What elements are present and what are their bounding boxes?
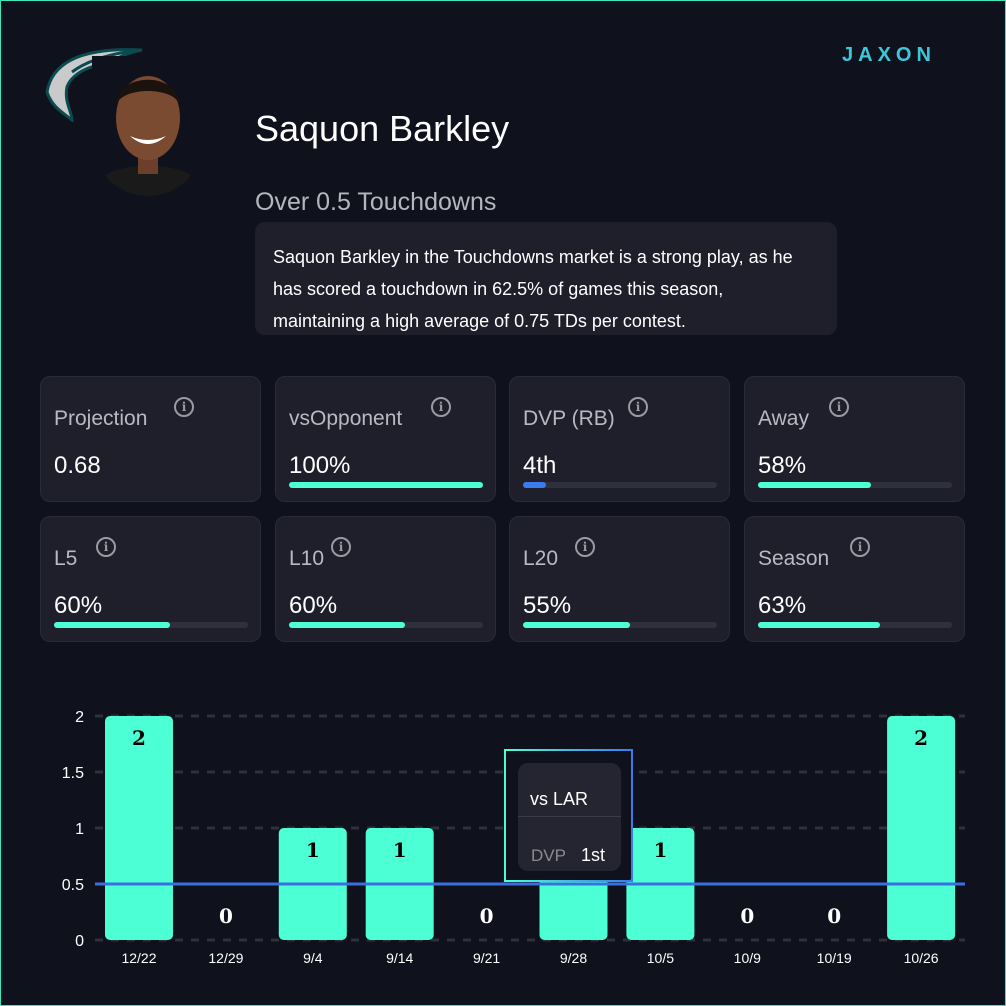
stat-card-season: Season i 63%: [744, 516, 965, 642]
info-icon[interactable]: i: [628, 397, 648, 417]
stat-card-l10: L10 i 60%: [275, 516, 496, 642]
x-tick-label: 9/14: [386, 950, 413, 966]
bar-value-label: 1: [306, 838, 320, 862]
tooltip-dvp-value: 1st: [581, 845, 606, 865]
x-tick-label: 9/4: [303, 950, 323, 966]
x-tick-label: 9/21: [473, 950, 500, 966]
stat-card-away: Away i 58%: [744, 376, 965, 502]
stat-label: Away: [758, 407, 809, 430]
stat-label: L5: [54, 547, 78, 570]
bar-value-label: 1: [393, 838, 407, 862]
stat-card-l20: L20 i 55%: [509, 516, 730, 642]
stat-label: L10: [289, 547, 325, 570]
y-tick-label: 0: [75, 933, 84, 950]
info-icon[interactable]: i: [96, 537, 116, 557]
x-tick-label: 12/22: [121, 950, 156, 966]
x-tick-label: 10/5: [647, 950, 674, 966]
stat-value: 63%: [758, 592, 807, 619]
stat-label: Projection: [54, 407, 148, 430]
bar-value-label: 2: [914, 726, 928, 750]
stat-card-dvp-rb: DVP (RB) i 4th: [509, 376, 730, 502]
bar-value-label: 0: [740, 904, 754, 928]
stat-value: 58%: [758, 452, 807, 479]
info-icon[interactable]: i: [174, 397, 194, 417]
bar-value-label: 1: [653, 838, 667, 862]
bar-value-label: 2: [132, 726, 146, 750]
bar-value-label: 0: [480, 904, 494, 928]
stat-value: 55%: [523, 592, 572, 619]
stat-progress-bar: [289, 622, 483, 628]
stat-progress-bar: [289, 482, 483, 488]
x-tick-label: 12/29: [208, 950, 243, 966]
market-title: Over 0.5 Touchdowns: [255, 188, 497, 216]
tooltip-dvp-label: DVP: [531, 846, 566, 865]
x-tick-label: 10/19: [817, 950, 852, 966]
touchdown-bar-chart: 0 0.5 1 1.5 2 2 12/22 0 12/29 1 9/4 1 9/14 0 9/21 1 9/28…: [62, 709, 965, 966]
stat-progress-bar: [758, 622, 952, 628]
stat-value: 0.68: [54, 452, 101, 479]
info-icon[interactable]: i: [575, 537, 595, 557]
stat-label: DVP (RB): [523, 407, 615, 430]
stat-progress-bar: [54, 622, 248, 628]
tooltip-divider: [518, 816, 621, 817]
stat-label: Season: [758, 547, 830, 570]
info-icon[interactable]: i: [431, 397, 451, 417]
player-avatar: [92, 56, 204, 196]
jaxon-logo: JAXON: [842, 44, 936, 66]
y-tick-label: 0.5: [62, 877, 84, 894]
stat-value: 60%: [289, 592, 338, 619]
player-name: Saquon Barkley: [255, 108, 510, 149]
stat-card-vsopponent: vsOpponent i 100%: [275, 376, 496, 502]
stat-card-l5: L5 i 60%: [40, 516, 261, 642]
x-tick-label: 10/9: [734, 950, 761, 966]
y-tick-label: 2: [75, 709, 84, 726]
info-icon[interactable]: i: [331, 537, 351, 557]
stat-value: 4th: [523, 452, 557, 479]
stat-card-projection: Projection i 0.68: [40, 376, 261, 502]
stat-progress-bar: [523, 622, 717, 628]
stat-label: L20: [523, 547, 559, 570]
bar-value-label: 0: [219, 904, 233, 928]
analysis-description: Saquon Barkley in the Touchdowns market …: [255, 222, 837, 335]
y-tick-label: 1.5: [62, 765, 84, 782]
x-tick-label: 9/28: [560, 950, 587, 966]
tooltip-opponent: vs LAR: [530, 789, 589, 809]
x-tick-label: 10/26: [904, 950, 939, 966]
bar-tooltip: vs LAR DVP 1st: [504, 749, 633, 882]
stat-value: 60%: [54, 592, 103, 619]
stat-label: vsOpponent: [289, 407, 403, 430]
bar-value-label: 0: [827, 904, 841, 928]
info-icon[interactable]: i: [829, 397, 849, 417]
y-tick-label: 1: [75, 821, 84, 838]
stat-value: 100%: [289, 452, 351, 479]
stat-progress-bar: [758, 482, 952, 488]
info-icon[interactable]: i: [850, 537, 870, 557]
stat-progress-bar: [523, 482, 717, 488]
